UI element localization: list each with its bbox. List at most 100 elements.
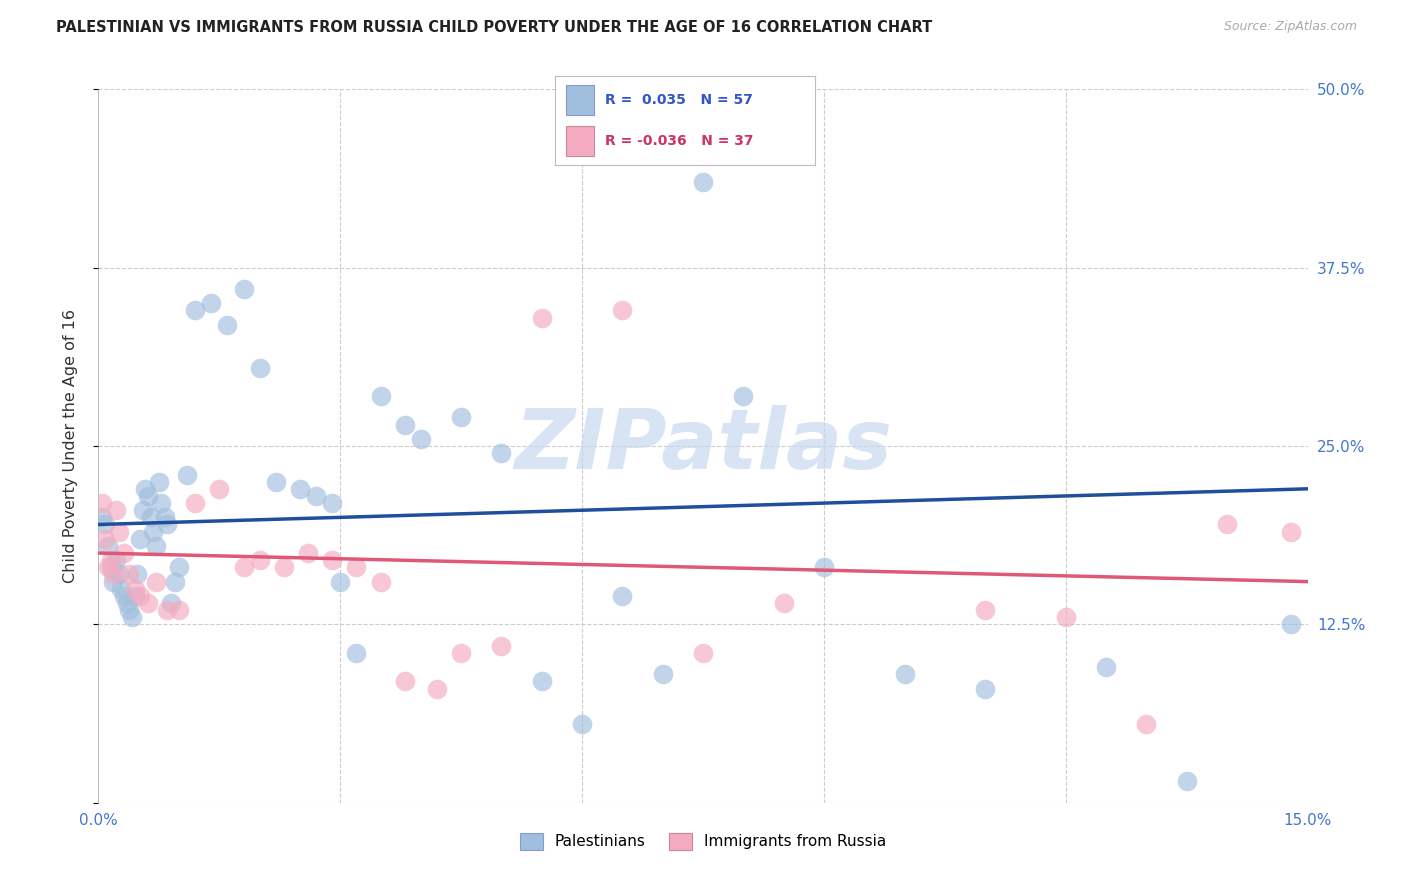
Point [394, 417, 416, 432]
Point [127, 567, 149, 582]
Point [184, 303, 207, 318]
Point [112, 589, 135, 603]
Point [450, 646, 472, 660]
Point [733, 389, 755, 403]
Bar [565, 85, 595, 115]
Point [974, 603, 997, 617]
Point [115, 596, 138, 610]
Point [1054, 610, 1077, 624]
Point [612, 589, 634, 603]
Point [344, 646, 367, 660]
Point [297, 546, 319, 560]
Point [264, 475, 287, 489]
Point [107, 567, 129, 582]
Point [200, 296, 222, 310]
Point [772, 596, 794, 610]
Point [249, 360, 271, 375]
Point [426, 681, 449, 696]
Point [167, 603, 190, 617]
Point [1135, 717, 1157, 731]
Point [1281, 524, 1303, 539]
Point [176, 467, 198, 482]
Point [1095, 660, 1118, 674]
Point [167, 560, 190, 574]
Point [94, 532, 117, 546]
Point [232, 282, 254, 296]
Point [100, 560, 122, 574]
Point [145, 574, 167, 589]
Text: Source: ZipAtlas.com: Source: ZipAtlas.com [1223, 20, 1357, 33]
Text: R = -0.036   N = 37: R = -0.036 N = 37 [605, 134, 754, 148]
Point [491, 446, 513, 460]
Point [232, 560, 254, 574]
Point [129, 589, 152, 603]
Point [491, 639, 513, 653]
Point [94, 517, 117, 532]
Point [692, 175, 714, 189]
Point [321, 553, 343, 567]
Point [1216, 517, 1239, 532]
Point [91, 496, 114, 510]
Point [305, 489, 328, 503]
Point [321, 496, 343, 510]
Point [100, 553, 122, 567]
Point [97, 539, 120, 553]
Point [208, 482, 231, 496]
Point [101, 574, 124, 589]
Point [138, 489, 160, 503]
Point [124, 589, 146, 603]
Point [129, 532, 152, 546]
Text: R =  0.035   N = 57: R = 0.035 N = 57 [605, 93, 752, 107]
Point [156, 517, 179, 532]
Point [142, 524, 165, 539]
Point [370, 389, 392, 403]
Point [148, 475, 170, 489]
Point [156, 603, 179, 617]
Point [91, 510, 114, 524]
Point [893, 667, 915, 681]
Point [153, 510, 176, 524]
Point [288, 482, 311, 496]
Bar [565, 126, 595, 156]
Point [121, 610, 143, 624]
Point [184, 496, 207, 510]
Point [1175, 774, 1198, 789]
Point [145, 539, 167, 553]
Point [329, 574, 352, 589]
Point [409, 432, 432, 446]
Point [138, 596, 160, 610]
Point [107, 524, 129, 539]
Point [163, 574, 186, 589]
Point [217, 318, 239, 332]
Point [273, 560, 295, 574]
Point [530, 674, 553, 689]
Point [974, 681, 997, 696]
Point [1281, 617, 1303, 632]
Point [160, 596, 183, 610]
Point [110, 582, 132, 596]
Point [450, 410, 472, 425]
Point [249, 553, 271, 567]
Point [692, 646, 714, 660]
Point [571, 717, 593, 731]
Point [97, 560, 120, 574]
Point [118, 567, 141, 582]
Legend: Palestinians, Immigrants from Russia: Palestinians, Immigrants from Russia [513, 827, 893, 855]
Point [105, 503, 128, 517]
Point [124, 582, 146, 596]
Point [139, 510, 162, 524]
Point [101, 567, 124, 582]
Point [813, 560, 835, 574]
Point [112, 546, 135, 560]
Y-axis label: Child Poverty Under the Age of 16: Child Poverty Under the Age of 16 [63, 309, 77, 583]
Text: ZIPatlas: ZIPatlas [515, 406, 891, 486]
Point [150, 496, 173, 510]
Point [344, 560, 367, 574]
Point [612, 303, 634, 318]
Point [651, 667, 673, 681]
Point [105, 553, 128, 567]
Text: PALESTINIAN VS IMMIGRANTS FROM RUSSIA CHILD POVERTY UNDER THE AGE OF 16 CORRELAT: PALESTINIAN VS IMMIGRANTS FROM RUSSIA CH… [56, 20, 932, 35]
Point [118, 603, 141, 617]
Point [132, 503, 155, 517]
Point [370, 574, 392, 589]
